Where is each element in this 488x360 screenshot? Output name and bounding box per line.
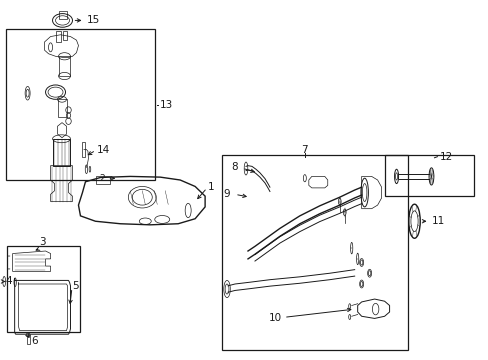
Text: 13: 13 (160, 100, 173, 110)
Bar (56, 31, 61, 42)
Bar (62, 31, 67, 40)
Bar (59, 56, 70, 76)
Bar (7, 246, 81, 332)
Text: 5: 5 (72, 281, 79, 291)
Text: 11: 11 (430, 216, 444, 226)
Bar (58, 99, 66, 117)
Bar (222, 155, 407, 350)
Bar (6, 30, 155, 180)
Text: 2: 2 (100, 174, 105, 183)
Text: 7: 7 (301, 144, 307, 154)
Text: 6: 6 (32, 336, 38, 346)
Bar (82, 142, 85, 157)
Bar (384, 155, 473, 196)
Text: 12: 12 (439, 152, 452, 162)
Text: 10: 10 (268, 313, 281, 323)
Bar (52, 139, 70, 166)
Text: 8: 8 (231, 162, 238, 172)
Bar (26, 335, 30, 344)
Text: 4: 4 (6, 276, 12, 287)
Bar (96, 176, 110, 184)
Text: 15: 15 (86, 15, 100, 26)
Text: 1: 1 (208, 182, 214, 192)
Text: 14: 14 (96, 144, 109, 154)
Bar (59, 12, 66, 19)
Text: 3: 3 (39, 237, 46, 247)
Text: 9: 9 (223, 189, 229, 199)
